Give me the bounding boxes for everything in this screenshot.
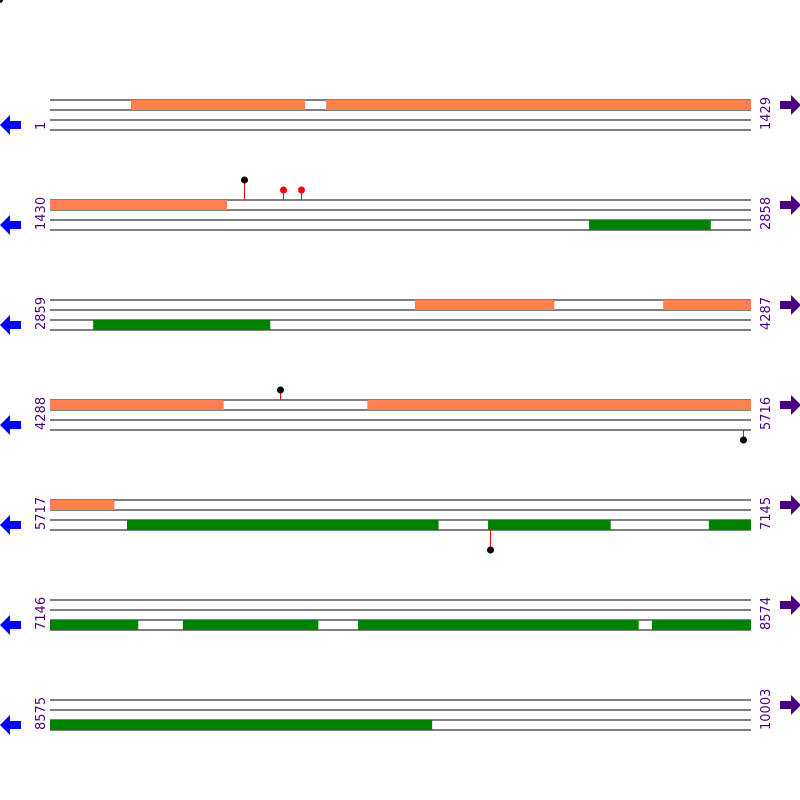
blue-left-arrow-icon	[0, 415, 21, 435]
row-start-label: 4288	[34, 397, 49, 430]
row-end-label: 7145	[759, 497, 774, 530]
forward-feature-bar[interactable]	[663, 300, 751, 310]
blue-left-arrow-icon	[0, 315, 21, 335]
row-start-label: 8575	[34, 697, 49, 730]
row-end-label: 8574	[759, 597, 774, 630]
forward-feature-bar[interactable]	[50, 400, 224, 410]
reverse-feature-bar[interactable]	[50, 620, 139, 630]
site-marker-dot[interactable]	[298, 186, 305, 194]
row-end-label: 10003	[759, 689, 774, 730]
purple-right-arrow-icon	[780, 295, 800, 315]
site-marker-dot[interactable]	[277, 386, 284, 394]
row-start-label: 1	[34, 122, 49, 130]
purple-right-arrow-icon	[780, 95, 800, 115]
reverse-feature-bar[interactable]	[589, 220, 711, 230]
blue-left-arrow-icon	[0, 215, 21, 235]
row-start-label: 1430	[34, 197, 49, 230]
row-start-label: 2859	[34, 297, 49, 330]
corner-dot	[0, 0, 3, 3]
row-end-label: 1429	[759, 97, 774, 130]
row-start-label: 5717	[34, 497, 49, 530]
purple-right-arrow-icon	[780, 695, 800, 715]
forward-feature-bar[interactable]	[414, 300, 555, 310]
forward-feature-bar[interactable]	[367, 400, 751, 410]
site-marker-dot[interactable]	[280, 186, 287, 194]
purple-right-arrow-icon	[780, 495, 800, 515]
row-end-label: 5716	[759, 397, 774, 430]
blue-left-arrow-icon	[0, 515, 21, 535]
site-marker-dot[interactable]	[487, 546, 494, 554]
reverse-feature-bar[interactable]	[50, 720, 433, 730]
purple-right-arrow-icon	[780, 195, 800, 215]
reverse-feature-bar[interactable]	[708, 520, 751, 530]
forward-feature-bar[interactable]	[50, 200, 228, 210]
blue-left-arrow-icon	[0, 715, 21, 735]
reverse-feature-bar[interactable]	[651, 620, 751, 630]
purple-right-arrow-icon	[780, 395, 800, 415]
reverse-feature-bar[interactable]	[488, 520, 611, 530]
reverse-feature-bar[interactable]	[93, 320, 271, 330]
reverse-feature-bar[interactable]	[182, 620, 319, 630]
forward-feature-bar[interactable]	[50, 500, 115, 510]
blue-left-arrow-icon	[0, 115, 21, 135]
site-marker-dot[interactable]	[740, 436, 747, 444]
blue-left-arrow-icon	[0, 615, 21, 635]
reverse-feature-bar[interactable]	[127, 520, 439, 530]
row-end-label: 2858	[759, 197, 774, 230]
forward-feature-bar[interactable]	[326, 100, 751, 110]
row-end-label: 4287	[759, 297, 774, 330]
purple-right-arrow-icon	[780, 595, 800, 615]
row-start-label: 7146	[34, 597, 49, 630]
reverse-feature-bar[interactable]	[358, 620, 639, 630]
site-marker-dot[interactable]	[241, 176, 248, 184]
forward-feature-bar[interactable]	[130, 100, 306, 110]
